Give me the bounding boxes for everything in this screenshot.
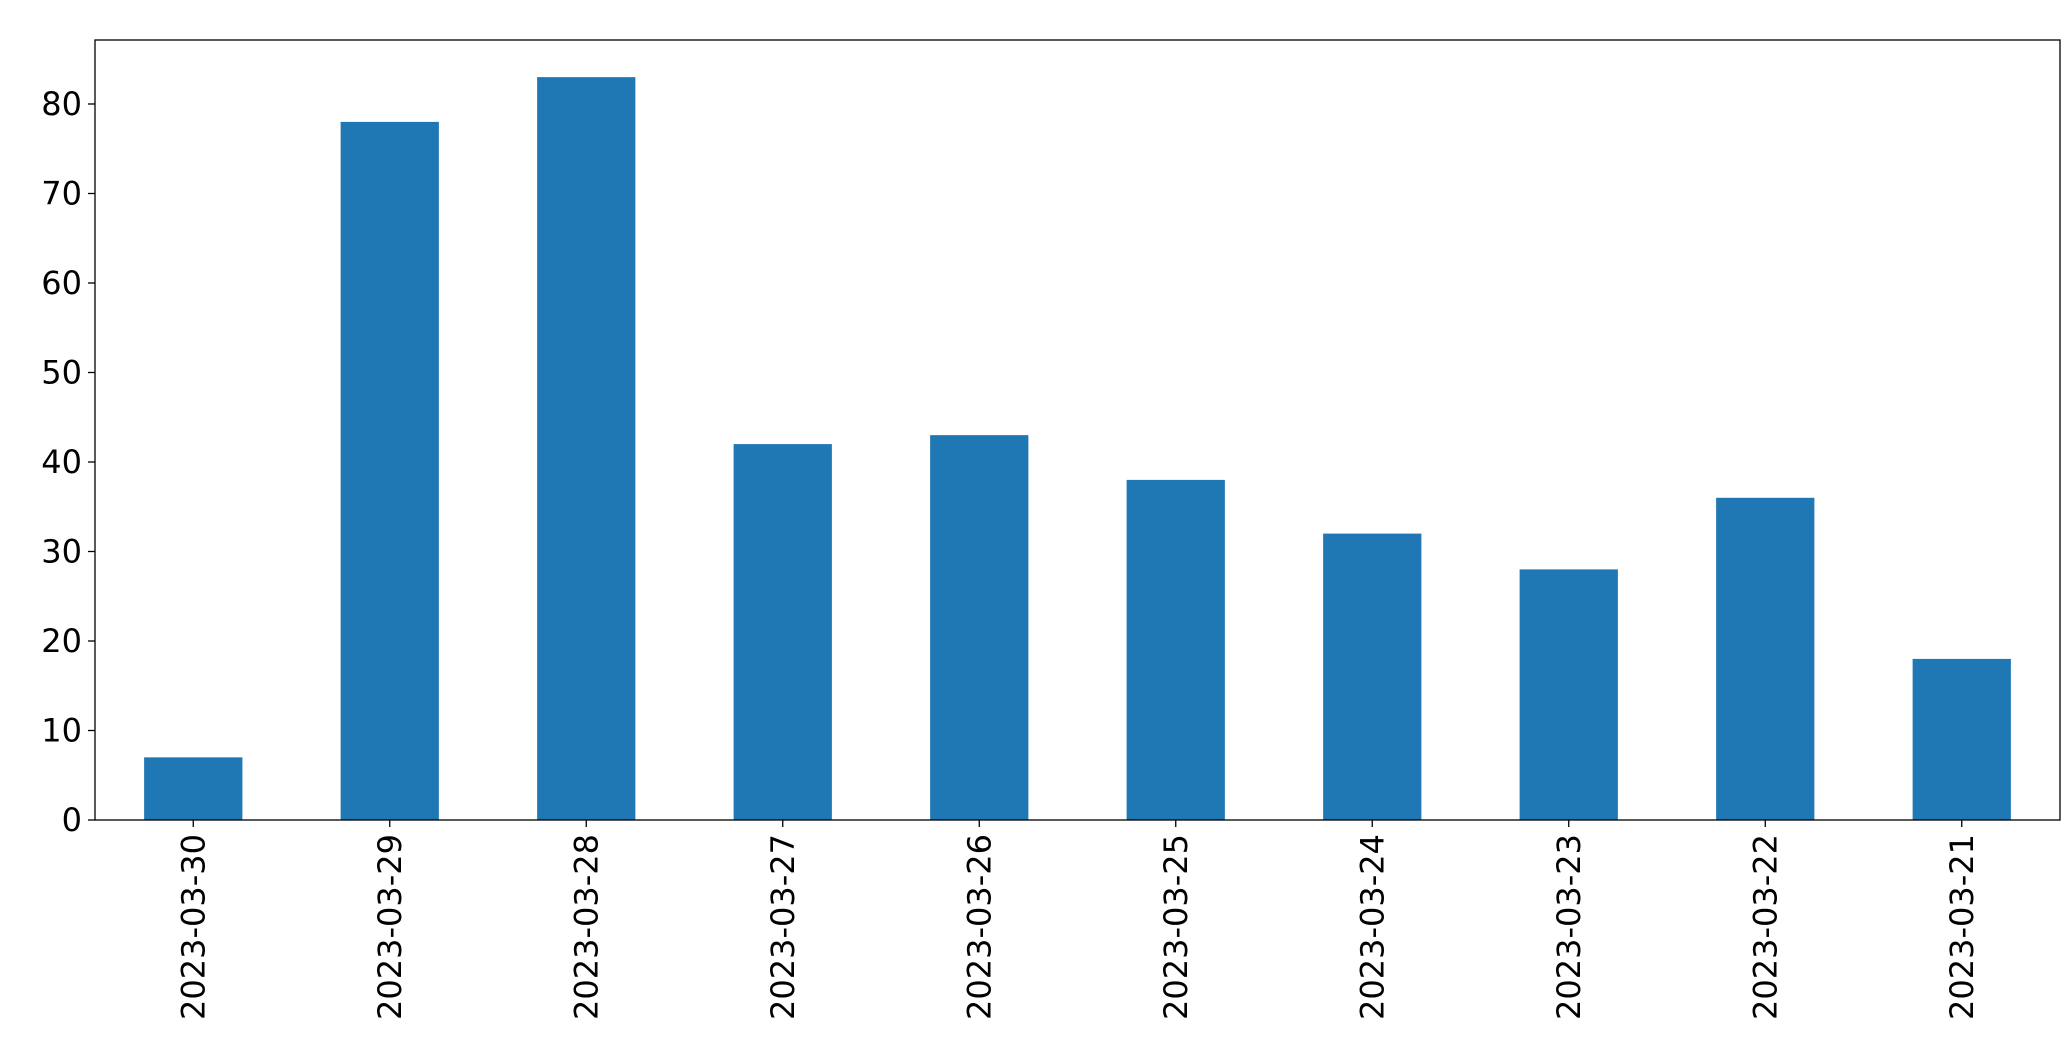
bar <box>1126 479 1225 820</box>
y-tick-label: 70 <box>41 174 82 212</box>
y-tick-label: 40 <box>41 443 82 481</box>
bar <box>1323 533 1422 820</box>
bar <box>733 444 832 820</box>
x-tick-label: 2023-03-26 <box>960 834 998 1020</box>
x-tick-label: 2023-03-22 <box>1746 834 1784 1020</box>
y-tick-label: 60 <box>41 264 82 302</box>
bar <box>930 435 1029 820</box>
bar <box>340 121 439 820</box>
x-tick-label: 2023-03-27 <box>764 834 802 1020</box>
plot-frame <box>94 39 2061 821</box>
x-tick-label: 2023-03-28 <box>567 834 605 1020</box>
y-tick-label: 0 <box>62 801 82 839</box>
y-tick-label: 20 <box>41 622 82 660</box>
x-tick-label: 2023-03-29 <box>371 834 409 1020</box>
bar <box>1912 658 2011 820</box>
x-tick-label: 2023-03-25 <box>1157 834 1195 1020</box>
y-tick-label: 80 <box>41 85 82 123</box>
bar <box>1716 497 1815 820</box>
x-tick-label: 2023-03-23 <box>1550 834 1588 1020</box>
y-tick-label: 50 <box>41 353 82 391</box>
x-tick-label: 2023-03-30 <box>174 834 212 1020</box>
bar <box>144 757 243 820</box>
y-tick-label: 10 <box>41 711 82 749</box>
x-tick-label: 2023-03-24 <box>1353 834 1391 1020</box>
y-tick-label: 30 <box>41 532 82 570</box>
bar <box>1519 569 1618 820</box>
x-tick-label: 2023-03-21 <box>1943 834 1981 1020</box>
bar <box>537 77 636 820</box>
